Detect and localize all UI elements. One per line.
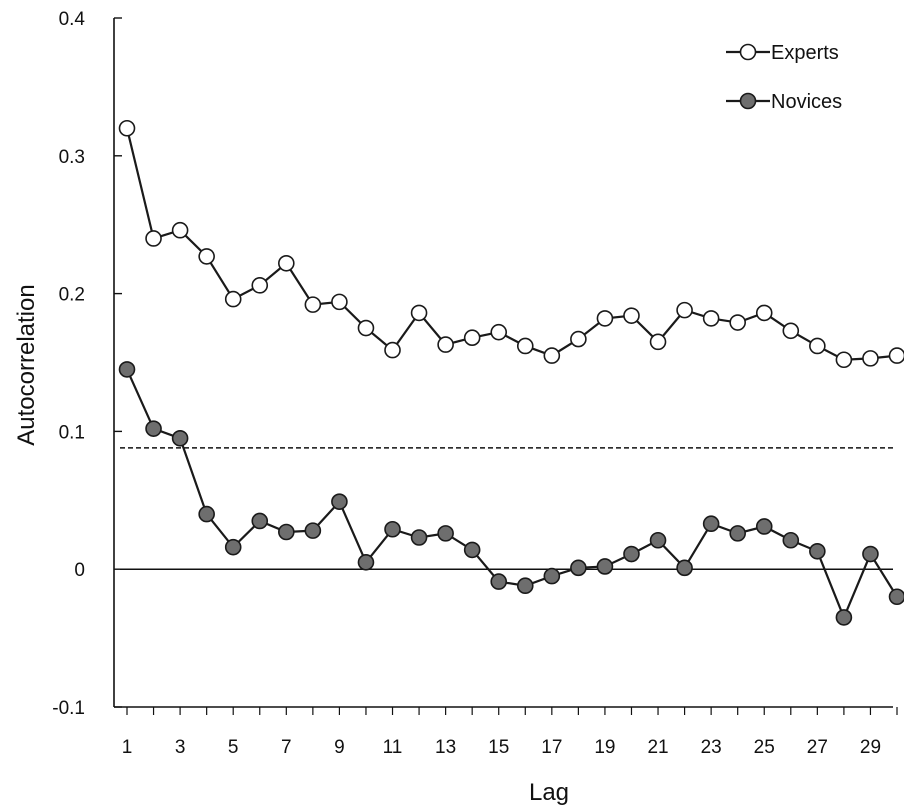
y-tick-label: 0.1 xyxy=(59,422,85,443)
data-point xyxy=(437,336,454,353)
data-point xyxy=(357,554,375,571)
data-point xyxy=(570,559,587,577)
data-point xyxy=(596,310,614,327)
data-point xyxy=(118,361,136,378)
data-point xyxy=(649,333,667,351)
legend-marker xyxy=(739,43,757,61)
data-point xyxy=(809,542,826,560)
x-tick-label: 1 xyxy=(122,737,133,758)
data-point xyxy=(384,520,401,538)
x-tick-label: 25 xyxy=(754,737,775,758)
data-point xyxy=(862,545,879,563)
data-point xyxy=(888,347,904,364)
x-tick-label: 7 xyxy=(281,737,292,758)
x-tick-label: 27 xyxy=(807,737,828,758)
y-tick-label: 0.4 xyxy=(59,9,86,30)
data-point xyxy=(702,515,720,533)
data-point xyxy=(543,567,561,585)
data-point xyxy=(570,330,587,348)
data-point xyxy=(623,545,640,563)
x-tick-label: 9 xyxy=(334,737,345,758)
data-point xyxy=(304,522,322,539)
x-tick-label: 11 xyxy=(383,737,403,758)
data-point xyxy=(755,518,773,535)
series-novices xyxy=(118,361,904,626)
data-point xyxy=(782,322,800,340)
data-point xyxy=(463,329,481,346)
data-point xyxy=(278,523,295,541)
data-point xyxy=(331,493,348,510)
data-point xyxy=(145,230,162,247)
data-point xyxy=(198,248,215,265)
series-line xyxy=(125,368,898,621)
data-point xyxy=(145,420,162,437)
data-point xyxy=(755,304,773,322)
data-point xyxy=(198,505,215,523)
series-line xyxy=(125,127,898,361)
data-point xyxy=(171,221,189,239)
data-point xyxy=(410,529,428,546)
data-point xyxy=(676,301,693,319)
y-tick-label: 0.3 xyxy=(59,147,85,168)
y-tick-label: 0.2 xyxy=(59,285,85,306)
data-point xyxy=(702,310,720,327)
legend-label: Experts xyxy=(771,42,839,64)
data-point xyxy=(729,314,746,331)
data-point xyxy=(224,290,242,308)
data-point xyxy=(809,337,826,355)
x-axis-title: Lag xyxy=(529,779,569,806)
data-point xyxy=(596,558,614,575)
data-point xyxy=(463,541,481,559)
legend: Experts Novices xyxy=(726,42,842,113)
data-point xyxy=(490,573,508,590)
data-point xyxy=(862,350,879,367)
data-point xyxy=(782,531,800,549)
x-tick-label: 29 xyxy=(860,737,881,758)
data-point xyxy=(224,538,242,556)
data-point xyxy=(729,525,746,542)
data-point xyxy=(676,559,693,577)
data-point xyxy=(410,304,428,322)
x-tick-label: 17 xyxy=(541,737,562,758)
x-tick-label: 13 xyxy=(435,737,456,758)
y-axis-title: Autocorrelation xyxy=(13,284,40,445)
series-experts xyxy=(118,119,904,369)
data-point xyxy=(888,588,904,606)
data-point xyxy=(118,119,136,137)
data-point xyxy=(171,429,189,447)
data-point xyxy=(331,293,348,311)
data-point xyxy=(304,296,322,313)
data-point xyxy=(835,609,853,626)
data-point xyxy=(623,307,640,324)
y-tick-label: -0.1 xyxy=(52,698,85,719)
x-tick-label: 21 xyxy=(647,737,668,758)
data-point xyxy=(835,351,853,369)
x-tick-label: 3 xyxy=(175,737,186,758)
data-point xyxy=(437,525,454,542)
data-point xyxy=(357,319,375,337)
legend-marker xyxy=(739,92,757,110)
x-tick-label: 19 xyxy=(594,737,615,758)
x-tick-label: 23 xyxy=(701,737,722,758)
data-point xyxy=(649,531,667,549)
legend-label: Novices xyxy=(771,91,842,113)
x-tick-label: 5 xyxy=(228,737,239,758)
data-point xyxy=(384,341,401,359)
data-point xyxy=(543,347,561,364)
data-point xyxy=(516,577,534,595)
data-point xyxy=(278,254,295,272)
data-point xyxy=(251,277,269,294)
x-tick-label: 15 xyxy=(488,737,509,758)
data-point xyxy=(251,512,269,530)
y-tick-label: 0 xyxy=(74,560,85,581)
data-point xyxy=(516,337,534,355)
data-point xyxy=(490,323,508,341)
